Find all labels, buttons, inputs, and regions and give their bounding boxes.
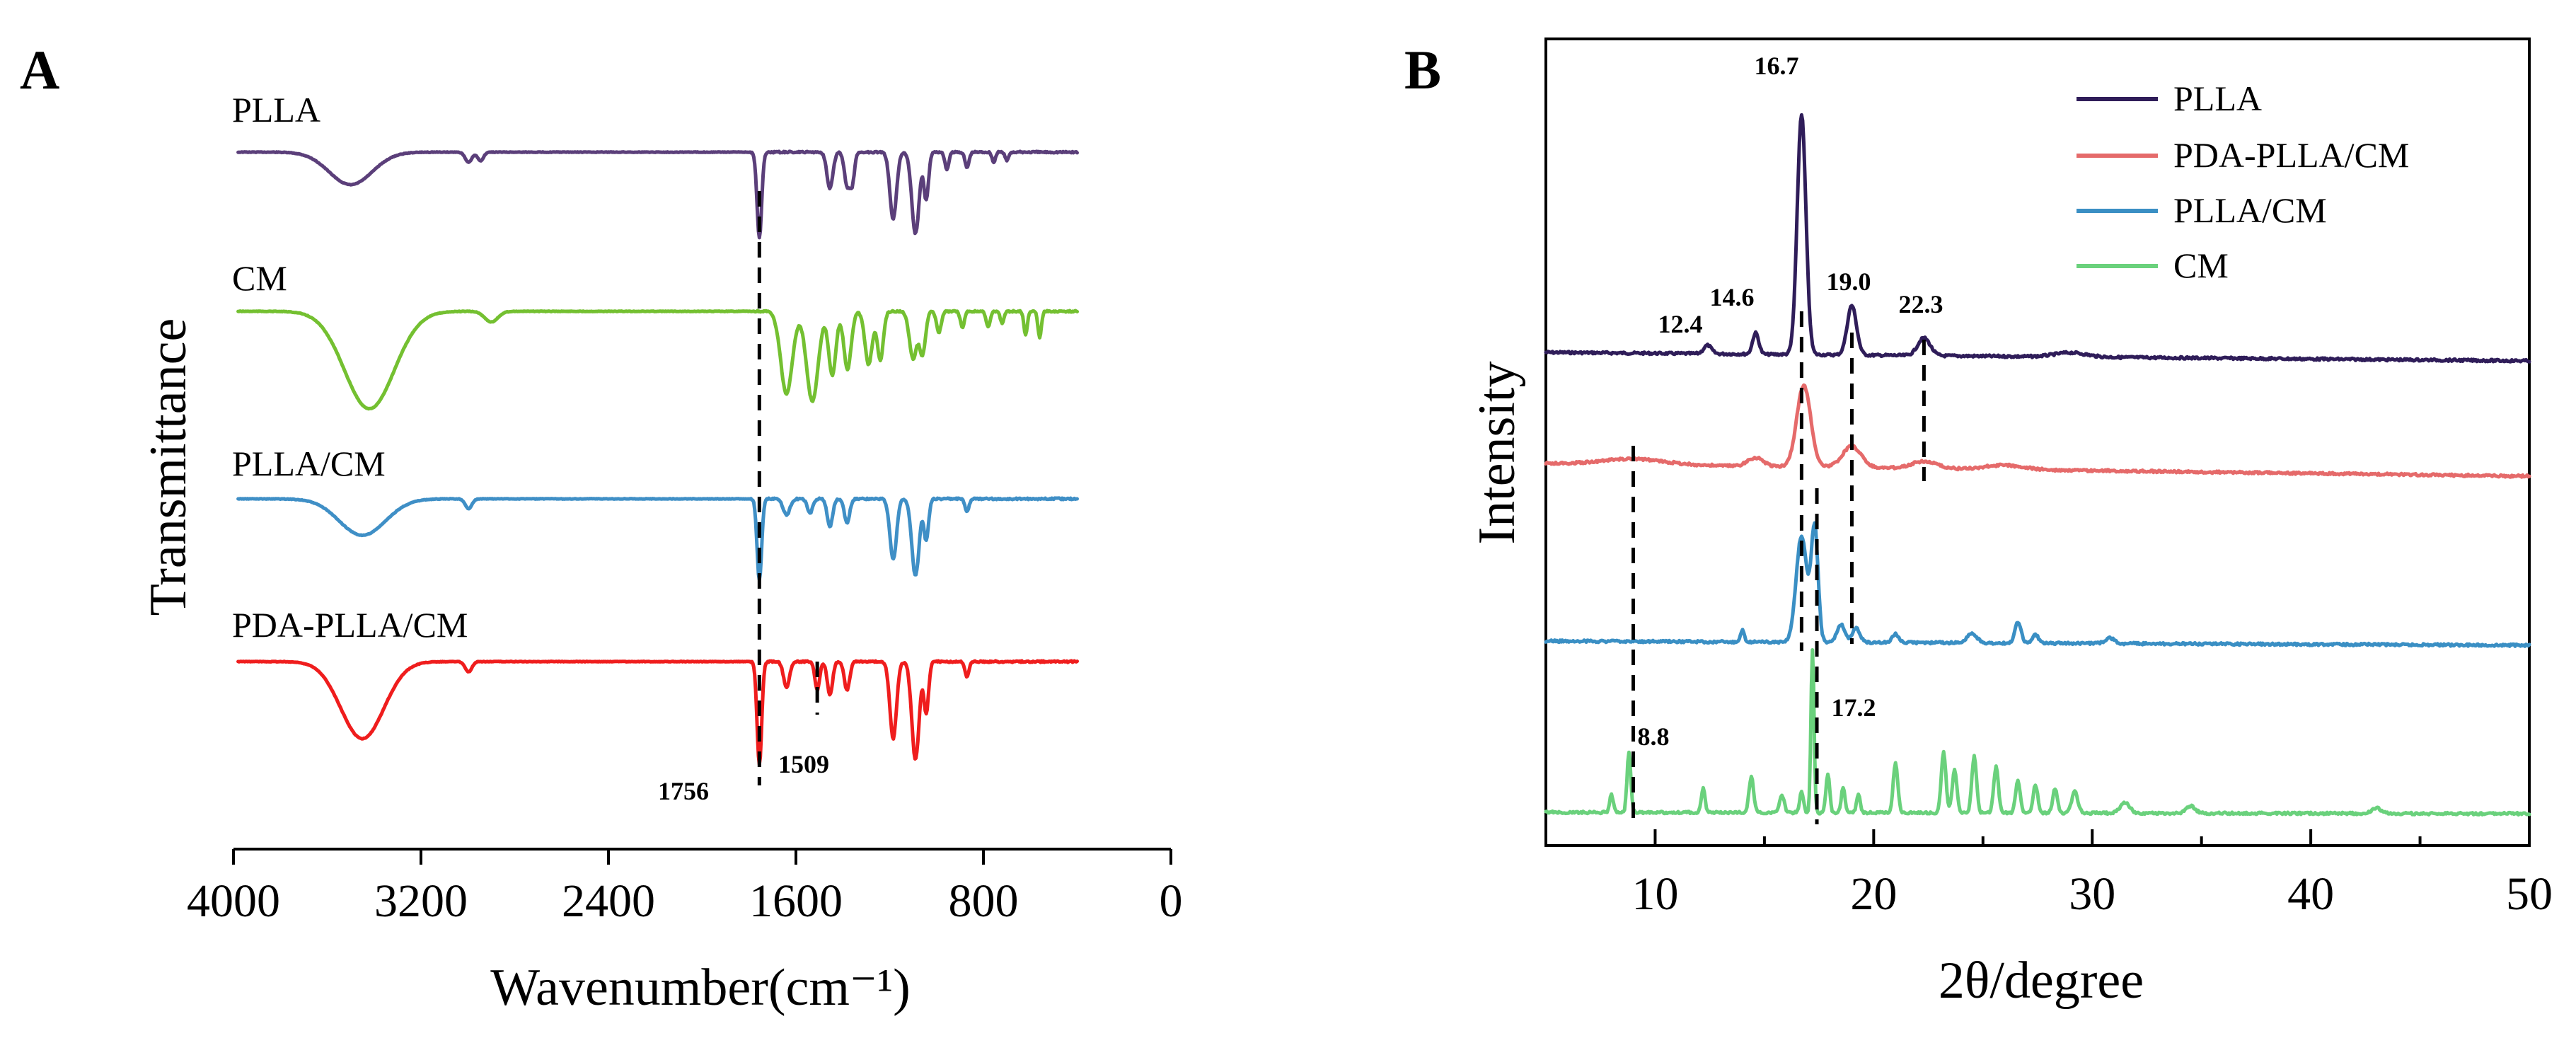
panel-b-dashes bbox=[1631, 311, 1926, 824]
a-label-plla-cm: PLLA/CM bbox=[232, 444, 386, 483]
panel-b-letter: B bbox=[1404, 39, 1441, 100]
panel-b-traces bbox=[1544, 113, 2531, 817]
a-x-tick-label: 1600 bbox=[749, 875, 843, 927]
legend-label-pda-plla-cm: PDA-PLLA/CM bbox=[2173, 135, 2409, 175]
b-plot-frame bbox=[1544, 38, 2531, 847]
a-x-tick-label: 3200 bbox=[374, 875, 468, 927]
b-annotation-14-6: 14.6 bbox=[1710, 283, 1755, 311]
b-trace-cm bbox=[1544, 648, 2531, 817]
b-x-tick-label: 50 bbox=[2506, 868, 2553, 920]
b-legend: PLLA PDA-PLLA/CM PLLA/CM CM bbox=[2077, 79, 2409, 285]
legend-label-plla: PLLA bbox=[2173, 79, 2262, 118]
b-annotation-19-0: 19.0 bbox=[1827, 267, 1871, 296]
a-x-tick-label: 0 bbox=[1160, 875, 1183, 927]
b-annotation-16-7: 16.7 bbox=[1755, 52, 1799, 80]
b-trace-pda-plla-cm bbox=[1544, 383, 2531, 479]
a-x-axis-title: Wavenumber(cm⁻¹) bbox=[490, 959, 911, 1017]
a-annotation-1509: 1509 bbox=[778, 750, 829, 778]
panel-a-traces bbox=[236, 149, 1079, 766]
panel-a-letter: A bbox=[20, 39, 59, 100]
panel-a-dashes bbox=[757, 191, 819, 785]
a-x-tick-label: 4000 bbox=[187, 875, 280, 927]
b-annotation-8-8: 8.8 bbox=[1638, 722, 1670, 751]
b-trace-plla-cm bbox=[1544, 521, 2531, 648]
a-x-tick-label: 2400 bbox=[562, 875, 655, 927]
b-x-tick-label: 40 bbox=[2287, 868, 2334, 920]
b-x-tick-label: 20 bbox=[1850, 868, 1897, 920]
b-x-ticks: 10 20 30 40 50 bbox=[1544, 829, 2553, 920]
b-x-tick-label: 10 bbox=[1631, 868, 1678, 920]
a-y-axis-title: Transmittance bbox=[139, 318, 197, 616]
a-annotation-1756: 1756 bbox=[658, 777, 709, 805]
legend-label-cm: CM bbox=[2173, 246, 2229, 285]
a-label-plla: PLLA bbox=[232, 90, 320, 129]
a-x-tick-label: 800 bbox=[949, 875, 1019, 927]
a-trace-plla-cm bbox=[236, 496, 1079, 582]
b-annotation-17-2: 17.2 bbox=[1832, 693, 1876, 722]
panel-b: B 16.7 12.4 14.6 19.0 22.3 8.8 17.2 PLLA… bbox=[1404, 38, 2553, 1010]
a-trace-cm bbox=[236, 309, 1079, 411]
a-label-pda-plla-cm: PDA-PLLA/CM bbox=[232, 605, 468, 645]
b-annotation-22-3: 22.3 bbox=[1899, 290, 1943, 318]
panel-a: A PLLA CM PLLA/CM PDA-PLLA/CM 1756 1509 … bbox=[20, 39, 1183, 1017]
b-x-tick-label: 30 bbox=[2069, 868, 2115, 920]
a-trace-pda-plla-cm bbox=[236, 659, 1079, 766]
legend-label-plla-cm: PLLA/CM bbox=[2173, 190, 2327, 230]
b-y-axis-title: Intensity bbox=[1468, 362, 1526, 545]
b-trace-plla bbox=[1544, 113, 2531, 364]
a-x-ticks: 4000 3200 2400 1600 800 0 bbox=[187, 849, 1183, 927]
b-x-axis-title: 2θ/degree bbox=[1939, 952, 2144, 1010]
a-trace-plla bbox=[236, 149, 1079, 240]
a-label-cm: CM bbox=[232, 258, 287, 298]
b-annotation-12-4: 12.4 bbox=[1658, 310, 1703, 338]
